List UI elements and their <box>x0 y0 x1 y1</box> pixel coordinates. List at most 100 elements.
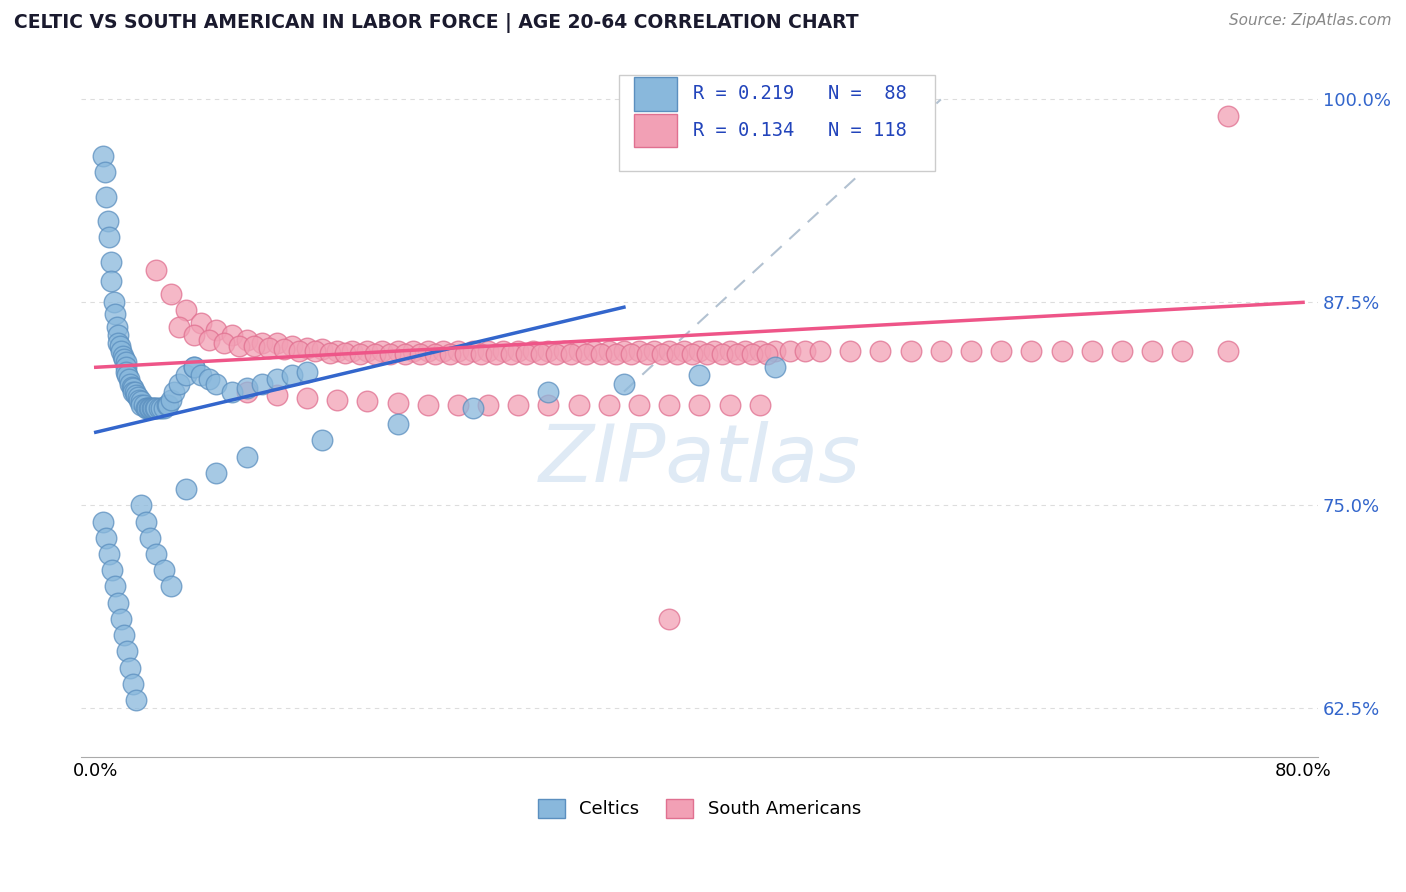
Point <box>568 344 591 359</box>
Point <box>591 347 613 361</box>
Point <box>143 401 166 415</box>
Point <box>221 327 243 342</box>
Point <box>326 392 349 407</box>
Point <box>718 398 741 412</box>
Point <box>174 368 197 383</box>
Point <box>598 344 620 359</box>
Point <box>470 347 492 361</box>
Point <box>136 401 159 415</box>
Point <box>115 355 138 369</box>
Point <box>643 344 665 359</box>
Point <box>620 347 643 361</box>
Point <box>477 398 499 412</box>
Text: ZIPatlas: ZIPatlas <box>538 421 860 500</box>
Point <box>115 365 138 379</box>
Point <box>960 344 983 359</box>
Point <box>990 344 1012 359</box>
Point <box>100 274 122 288</box>
Point <box>779 344 801 359</box>
Point <box>378 347 401 361</box>
Bar <box>619 76 935 170</box>
Point <box>756 347 779 361</box>
Point <box>167 319 190 334</box>
Point <box>711 347 734 361</box>
Point <box>91 515 114 529</box>
Point <box>152 563 174 577</box>
Point <box>499 347 522 361</box>
Point <box>1171 344 1194 359</box>
Point <box>613 344 636 359</box>
Point <box>163 384 186 399</box>
Point <box>273 343 295 357</box>
Point <box>139 401 162 415</box>
Point <box>198 333 221 347</box>
Point <box>96 190 118 204</box>
Point <box>281 339 304 353</box>
Point <box>108 339 131 353</box>
Point <box>447 398 470 412</box>
Point <box>356 344 378 359</box>
Point <box>135 401 157 415</box>
Point <box>553 344 575 359</box>
Point <box>145 401 167 415</box>
Point <box>295 365 318 379</box>
Point <box>221 384 243 399</box>
Point <box>174 482 197 496</box>
Point <box>651 347 673 361</box>
Point <box>537 398 560 412</box>
Point <box>104 307 127 321</box>
Point <box>356 394 378 409</box>
Point <box>461 344 484 359</box>
Point <box>537 344 560 359</box>
Point <box>627 344 650 359</box>
Legend: Celtics, South Americans: Celtics, South Americans <box>530 792 869 826</box>
Point <box>149 401 172 415</box>
Point <box>205 323 228 337</box>
Point <box>416 344 439 359</box>
Point <box>288 344 311 359</box>
Point <box>167 376 190 391</box>
Point <box>295 391 318 405</box>
Point <box>1021 344 1043 359</box>
Point <box>129 498 152 512</box>
Point <box>228 339 250 353</box>
Point <box>447 344 470 359</box>
Point <box>281 368 304 383</box>
Point <box>1111 344 1133 359</box>
Point <box>627 398 650 412</box>
Point <box>485 347 508 361</box>
Point <box>333 345 356 359</box>
Point <box>122 381 145 395</box>
Point <box>839 344 862 359</box>
Point <box>141 401 163 415</box>
Point <box>311 434 333 448</box>
Point <box>560 347 582 361</box>
Point <box>128 392 150 407</box>
Point <box>96 531 118 545</box>
Point <box>183 360 205 375</box>
Point <box>364 347 387 361</box>
Point <box>183 327 205 342</box>
Point <box>98 547 121 561</box>
Point <box>100 254 122 268</box>
Point <box>266 371 288 385</box>
Point <box>461 401 484 415</box>
Point <box>107 327 129 342</box>
Point <box>110 612 132 626</box>
Point <box>808 344 831 359</box>
Point <box>107 596 129 610</box>
Point <box>696 347 718 361</box>
Point <box>125 388 148 402</box>
Point <box>304 344 326 359</box>
Point <box>122 677 145 691</box>
Point <box>122 384 145 399</box>
Point <box>259 341 281 355</box>
Point <box>734 344 756 359</box>
Point <box>636 347 658 361</box>
Point <box>477 344 499 359</box>
Point <box>1216 109 1239 123</box>
Point <box>605 347 627 361</box>
Point <box>135 515 157 529</box>
Point <box>394 347 416 361</box>
Point <box>900 344 922 359</box>
